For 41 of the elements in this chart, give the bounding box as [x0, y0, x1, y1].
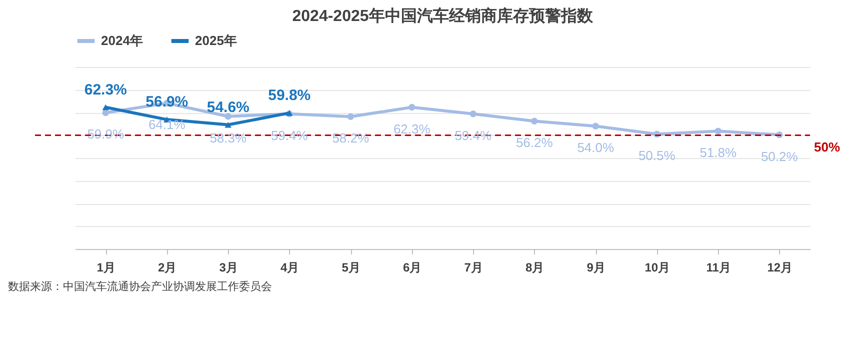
- data-label: 59.9%: [87, 126, 124, 142]
- point: [531, 118, 538, 124]
- data-label: 59.8%: [268, 86, 311, 104]
- source-note: 数据来源：中国汽车流通协会产业协调发展工作委员会: [8, 280, 273, 294]
- data-label: 62.3%: [393, 121, 431, 136]
- x-tick-label: 10月: [644, 260, 670, 274]
- data-label: 64.1%: [148, 117, 186, 132]
- data-label: 54.6%: [206, 98, 250, 116]
- data-label: 50.2%: [760, 148, 798, 164]
- legend-label: 2025年: [195, 33, 237, 48]
- point: [102, 104, 109, 110]
- point: [470, 110, 476, 118]
- point: [224, 122, 232, 128]
- data-label: 56.2%: [516, 135, 554, 150]
- data-label: 50.5%: [638, 148, 676, 164]
- x-tick-label: 7月: [464, 260, 483, 274]
- point: [592, 122, 599, 130]
- data-label: 59.4%: [270, 128, 308, 143]
- x-tick-label: 5月: [342, 260, 360, 274]
- point: [224, 113, 232, 120]
- data-label: 58.3%: [210, 130, 247, 146]
- point: [714, 128, 722, 134]
- x-tick-label: 8月: [526, 260, 544, 274]
- point: [408, 104, 416, 111]
- chart-title: 2024-2025年中国汽车经销商库存预警指数: [292, 7, 594, 25]
- x-tick-label: 6月: [403, 260, 422, 274]
- x-tick-label: 11月: [706, 260, 731, 274]
- x-tick-label: 9月: [586, 260, 606, 274]
- x-tick-label: 2月: [158, 260, 177, 274]
- data-label: 51.8%: [700, 145, 737, 160]
- x-tick-label: 3月: [219, 260, 238, 274]
- data-label: 54.0%: [577, 140, 614, 156]
- data-label: 62.3%: [84, 81, 127, 98]
- x-tick-label: 4月: [280, 260, 300, 274]
- data-label: 56.9%: [146, 94, 188, 111]
- point: [102, 109, 109, 116]
- x-tick-label: 1月: [96, 260, 116, 274]
- point: [347, 113, 354, 120]
- ref-line-label: 50%: [814, 139, 840, 154]
- x-tick-label: 12月: [767, 260, 793, 274]
- legend-label: 2024年: [101, 33, 143, 48]
